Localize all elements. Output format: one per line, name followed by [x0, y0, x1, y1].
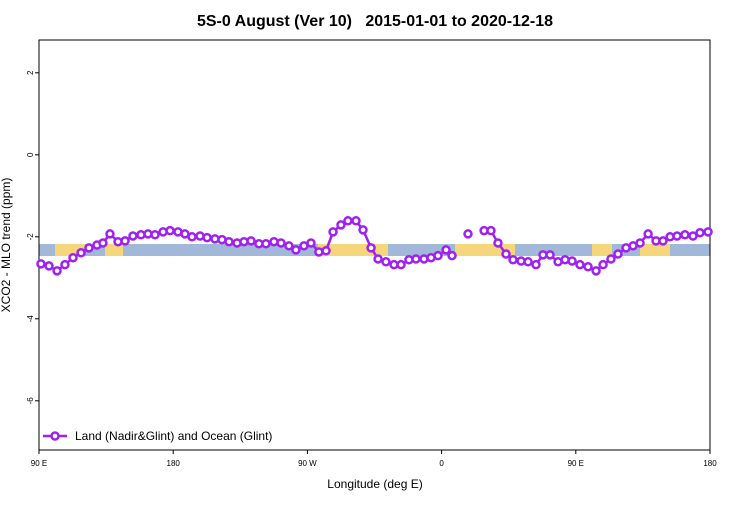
- data-point: [703, 227, 713, 237]
- data-point: [411, 254, 421, 264]
- data-point: [52, 266, 62, 276]
- data-point: [643, 229, 653, 239]
- data-point: [493, 238, 503, 248]
- y-tick-label: -2: [26, 233, 35, 241]
- data-point: [224, 236, 234, 247]
- plot-frame: [38, 39, 711, 451]
- data-point: [575, 259, 585, 270]
- data-point: [680, 230, 690, 240]
- data-point: [165, 225, 175, 236]
- y-tick-label: -4: [26, 315, 35, 323]
- y-axis-label: XCO2 - MLO trend (ppm): [0, 178, 13, 313]
- data-point: [351, 216, 361, 226]
- data-point: [328, 227, 338, 237]
- data-point: [291, 245, 301, 255]
- land-strip: [105, 244, 123, 256]
- x-tick-label: 0: [439, 459, 444, 468]
- data-point: [583, 261, 593, 272]
- y-tick-label: -6: [26, 397, 35, 405]
- data-point: [202, 232, 212, 243]
- data-point: [567, 256, 577, 266]
- x-tick-label: 90 W: [298, 459, 317, 468]
- data-point: [613, 249, 623, 259]
- data-point: [105, 229, 115, 239]
- data-point: [501, 249, 511, 259]
- data-point: [128, 231, 138, 241]
- data-point: [76, 248, 86, 258]
- data-point: [187, 232, 197, 242]
- data-point: [68, 252, 78, 263]
- x-tick-label: 180: [167, 459, 181, 468]
- x-tick-label: 90 E: [568, 459, 584, 468]
- data-point: [396, 259, 406, 270]
- data-point: [447, 250, 457, 261]
- data-point: [366, 243, 376, 253]
- data-point: [545, 250, 555, 260]
- data-point: [441, 245, 451, 255]
- data-point: [284, 241, 294, 251]
- data-point: [98, 238, 108, 248]
- data-point: [433, 250, 443, 261]
- data-point: [635, 238, 645, 248]
- data-point: [36, 259, 46, 269]
- data-point: [598, 259, 608, 270]
- x-tick-label: 90 E: [31, 459, 47, 468]
- chart-title: 5S-0 August (Ver 10) 2015-01-01 to 2020-…: [197, 13, 553, 30]
- data-point: [591, 266, 601, 276]
- data-point: [381, 257, 391, 267]
- data-point: [672, 231, 682, 241]
- data-point: [606, 254, 616, 264]
- y-tick-label: 0: [26, 152, 35, 157]
- land-strip: [640, 244, 670, 256]
- data-point: [306, 238, 316, 248]
- data-point: [695, 227, 705, 238]
- data-point: [336, 220, 346, 230]
- data-point: [531, 259, 541, 270]
- data-point: [276, 238, 286, 248]
- data-point: [60, 259, 70, 270]
- data-point: [508, 255, 518, 265]
- legend-label: Land (Nadir&Glint) and Ocean (Glint): [75, 429, 272, 443]
- data-point: [486, 225, 496, 236]
- data-point: [658, 236, 668, 246]
- data-point: [523, 257, 533, 267]
- x-axis-label: Longitude (deg E): [327, 477, 422, 491]
- data-point: [261, 239, 271, 249]
- land-strip: [592, 244, 612, 256]
- data-point: [321, 245, 331, 256]
- data-point: [44, 261, 54, 271]
- legend-marker: [50, 431, 60, 441]
- data-point: [150, 230, 160, 240]
- data-point: [314, 247, 324, 257]
- data-point: [120, 236, 130, 246]
- data-point: [358, 225, 368, 235]
- data-point: [373, 254, 383, 264]
- data-point: [84, 243, 94, 253]
- data-point: [246, 236, 256, 246]
- data-point: [343, 216, 353, 226]
- x-tick-label: 180: [703, 459, 717, 468]
- data-point: [463, 229, 473, 239]
- data-point: [688, 231, 698, 241]
- y-tick-label: 2: [26, 70, 35, 75]
